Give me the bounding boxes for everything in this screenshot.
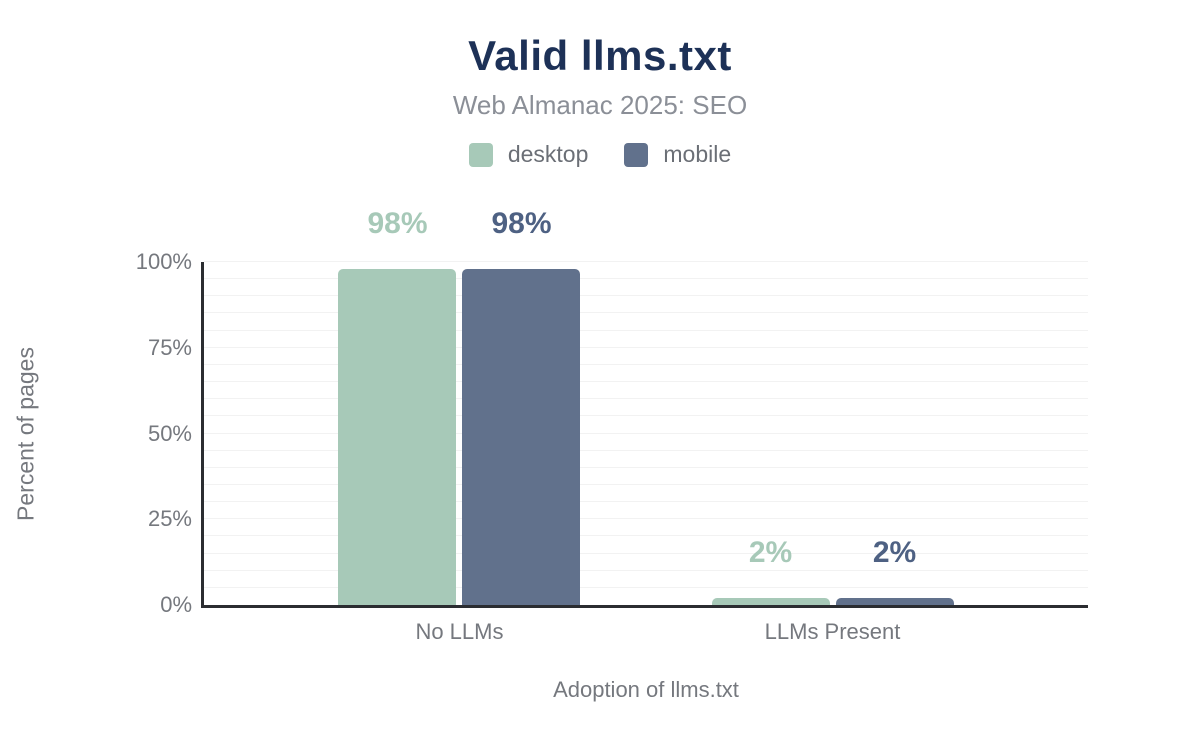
- bar-label-desktop-no-llms: 98%: [367, 206, 428, 240]
- y-axis-line: [201, 262, 204, 608]
- plot-area: Percent of pages Adoption of llms.txt 0%…: [13, 207, 1088, 702]
- gridline: [204, 261, 1088, 262]
- bar-desktop-llms-present[interactable]: [711, 598, 830, 605]
- x-axis-line: [201, 605, 1088, 608]
- gridline: [204, 483, 1088, 485]
- gridline: [204, 398, 1088, 400]
- gridline: [204, 432, 1088, 434]
- y-axis-title: Percent of pages: [12, 346, 39, 521]
- gridline: [204, 346, 1088, 348]
- gridline: [204, 518, 1088, 520]
- bar-label-mobile-no-llms: 98%: [491, 206, 552, 240]
- gridline: [204, 552, 1088, 554]
- chart-title: Valid llms.txt: [468, 32, 732, 79]
- bar-label-mobile-llms-present: 2%: [872, 536, 917, 570]
- legend-label: desktop: [507, 141, 589, 167]
- gridline: [204, 569, 1088, 571]
- y-tick-label: 100%: [135, 249, 192, 274]
- gridline: [204, 415, 1088, 417]
- x-category-label: LLMs Present: [764, 619, 901, 644]
- gridline: [204, 535, 1088, 537]
- gridline: [204, 501, 1088, 503]
- gridline: [204, 449, 1088, 451]
- y-tick-label: 75%: [147, 334, 192, 360]
- legend: desktop mobile: [0, 141, 1200, 168]
- legend-item-desktop[interactable]: desktop: [468, 141, 589, 168]
- y-tick-label: 50%: [147, 420, 192, 446]
- bar-mobile-no-llms[interactable]: [462, 268, 581, 605]
- y-tick-label: 25%: [147, 506, 192, 532]
- gridline: [204, 586, 1088, 588]
- legend-item-mobile[interactable]: mobile: [624, 141, 731, 168]
- gridline: [204, 381, 1088, 383]
- gridline: [204, 329, 1088, 331]
- x-axis-title: Adoption of llms.txt: [553, 677, 739, 702]
- y-tick-label: 0%: [160, 592, 192, 617]
- gridline: [204, 466, 1088, 468]
- x-category-label: No LLMs: [415, 619, 504, 644]
- chart-subtitle: Web Almanac 2025: SEO: [452, 90, 748, 120]
- gridline: [204, 363, 1088, 365]
- gridline: [204, 278, 1088, 280]
- legend-swatch-desktop: [468, 142, 493, 167]
- gridline: [204, 312, 1088, 314]
- legend-swatch-mobile: [624, 142, 649, 167]
- bar-mobile-llms-present[interactable]: [835, 598, 954, 605]
- legend-label: mobile: [663, 141, 732, 167]
- gridline: [204, 295, 1088, 297]
- bar-desktop-no-llms[interactable]: [338, 268, 457, 605]
- bar-label-desktop-llms-present: 2%: [748, 536, 793, 570]
